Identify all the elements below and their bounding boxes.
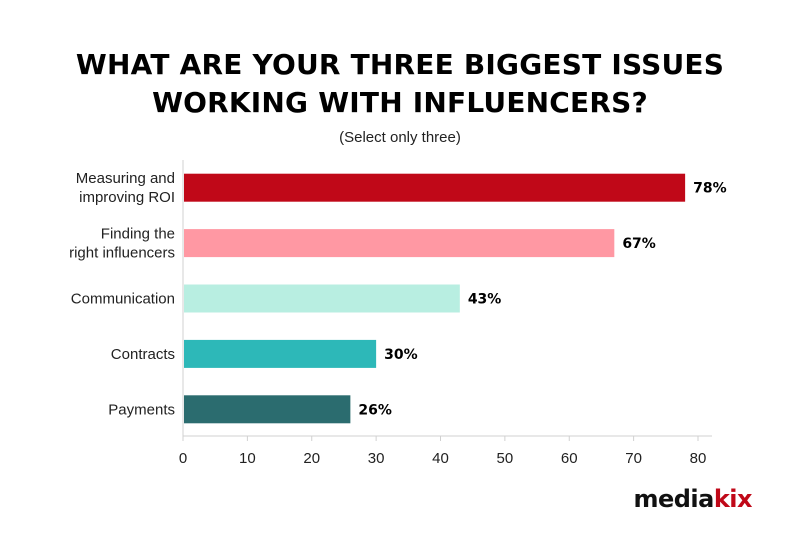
- x-tick-label-80: 80: [690, 450, 707, 467]
- x-tick-label-40: 40: [432, 450, 449, 467]
- x-tick-label-30: 30: [368, 450, 385, 467]
- x-tick-label-70: 70: [625, 450, 642, 467]
- value-label-3: 30%: [384, 347, 418, 363]
- bar-1: [184, 229, 615, 258]
- category-label-4: Payments: [108, 401, 175, 418]
- bar-4: [184, 395, 351, 424]
- x-tick-label-60: 60: [561, 450, 578, 467]
- value-label-2: 43%: [468, 292, 502, 308]
- x-tick-label-50: 50: [497, 450, 514, 467]
- value-label-4: 26%: [358, 402, 392, 418]
- chart-title-line-1: WHAT ARE YOUR THREE BIGGEST ISSUES: [75, 48, 725, 81]
- mediakix-logo: mediakix: [633, 484, 752, 514]
- x-tick-label-10: 10: [239, 450, 256, 467]
- value-label-1: 67%: [622, 236, 656, 252]
- category-label-2: Communication: [71, 291, 175, 308]
- logo-text-kix: kix: [713, 485, 753, 513]
- bar-0: [184, 173, 686, 202]
- category-label-0-line-1: improving ROI: [79, 189, 175, 206]
- chart-subtitle: (Select only three): [339, 129, 461, 146]
- bar-3: [184, 339, 377, 368]
- category-label-0-line-0: Measuring and: [76, 170, 175, 187]
- x-tick-label-20: 20: [303, 450, 320, 467]
- category-label-0: Measuring and improving ROI: [76, 170, 175, 206]
- category-label-1-line-0: Finding the: [101, 226, 175, 243]
- x-tick-label-0: 0: [179, 450, 187, 467]
- category-label-2-line-0: Communication: [71, 291, 175, 308]
- category-label-3: Contracts: [111, 346, 175, 363]
- chart-title: WHAT ARE YOUR THREE BIGGEST ISSUES WORKI…: [0, 46, 800, 122]
- bar-2: [184, 284, 460, 313]
- logo-text-media: media: [633, 485, 714, 513]
- category-label-1-line-1: right influencers: [69, 245, 175, 262]
- category-label-4-line-0: Payments: [108, 401, 175, 418]
- category-label-3-line-0: Contracts: [111, 346, 175, 363]
- value-label-0: 78%: [693, 181, 727, 197]
- category-label-1: Finding the right influencers: [69, 226, 175, 262]
- chart-title-line-2: WORKING WITH INFLUENCERS?: [152, 86, 648, 119]
